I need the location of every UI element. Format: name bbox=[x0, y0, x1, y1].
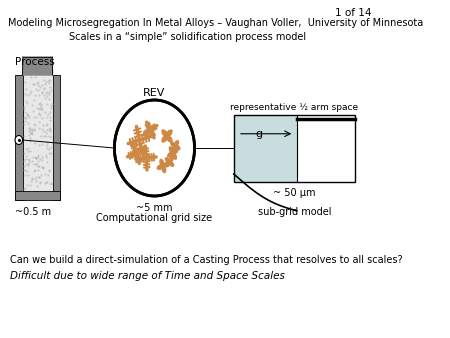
Text: Scales in a “simple” solidification process model: Scales in a “simple” solidification proc… bbox=[69, 32, 306, 42]
Circle shape bbox=[114, 100, 194, 196]
Bar bbox=[15, 191, 60, 200]
Text: ~0.5 m: ~0.5 m bbox=[15, 207, 51, 217]
Text: 1 of 14: 1 of 14 bbox=[335, 8, 372, 18]
Text: Modeling Microsegregation In Metal Alloys – Vaughan Voller,  University of Minne: Modeling Microsegregation In Metal Alloy… bbox=[9, 18, 423, 28]
Polygon shape bbox=[22, 57, 53, 75]
Text: Process: Process bbox=[15, 57, 55, 67]
Bar bbox=[234, 115, 355, 182]
Text: Can we build a direct-simulation of a Casting Process that resolves to all scale: Can we build a direct-simulation of a Ca… bbox=[10, 255, 403, 265]
Text: g: g bbox=[256, 129, 262, 139]
Bar bbox=[297, 115, 355, 182]
Text: REV: REV bbox=[143, 88, 166, 98]
Circle shape bbox=[15, 136, 22, 145]
Bar bbox=[53, 75, 60, 200]
Text: Computational grid size: Computational grid size bbox=[96, 213, 212, 223]
Text: ~ 50 μm: ~ 50 μm bbox=[273, 188, 315, 198]
Bar bbox=[15, 75, 22, 200]
Bar bbox=[234, 115, 297, 182]
Text: Difficult due to wide range of Time and Space Scales: Difficult due to wide range of Time and … bbox=[10, 271, 285, 281]
Text: ~5 mm: ~5 mm bbox=[136, 203, 173, 213]
Bar bbox=[22, 75, 53, 191]
Text: representative ½ arm space: representative ½ arm space bbox=[230, 103, 358, 112]
Text: sub-grid model: sub-grid model bbox=[257, 207, 331, 217]
